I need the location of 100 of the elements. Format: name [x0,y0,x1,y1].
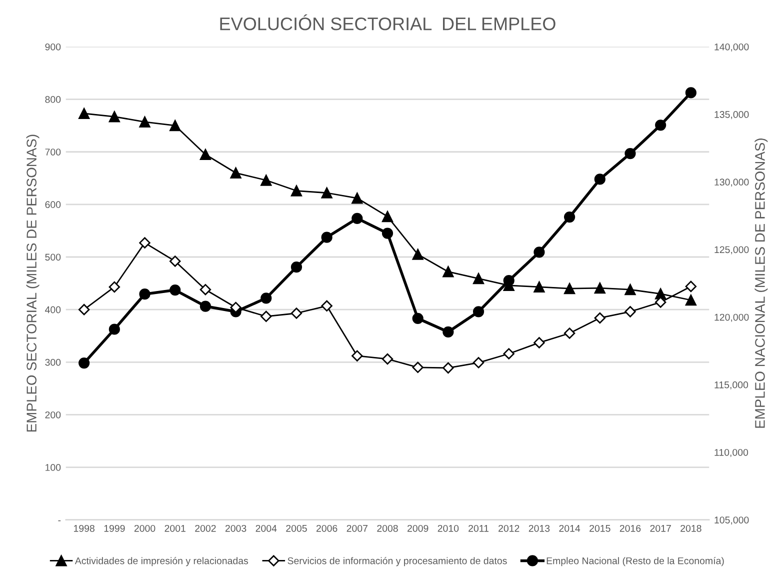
x-tick-label: 1998 [74,524,94,532]
x-tick-label: 2002 [195,524,216,532]
point [472,357,484,368]
legend-label: Servicios de información y procesamiento de datos [288,556,507,566]
point [442,362,454,374]
point [382,353,394,365]
y2-axis-title: EMPLEO NACIONAL (MILES DE PERSONAS) [754,138,768,428]
point [594,312,606,324]
x-tick-label: 1999 [104,524,125,532]
point [108,281,120,293]
point [624,284,636,296]
point [321,187,332,198]
point [534,246,545,258]
y-tick-label: - [58,520,61,522]
point [78,108,90,120]
point [564,212,576,223]
x-tick-label: 2015 [590,524,610,532]
x-tick-label: 2001 [164,524,186,532]
point [382,228,394,239]
point [624,148,636,160]
point [139,288,150,300]
x-tick-label: 2008 [377,524,398,532]
y-tick-label: 600 [45,201,61,208]
y-tick-label: 400 [45,306,61,314]
point [412,362,424,374]
point [352,212,363,224]
point [170,120,181,132]
y2-tick-label: 110,000 [714,448,748,458]
y-tick-label: 200 [45,411,61,418]
point [534,337,545,348]
point [260,174,272,186]
point [260,292,272,304]
point [200,284,212,296]
point [290,308,302,319]
point [412,312,424,324]
x-tick-label: 2018 [680,524,702,532]
point [200,300,212,312]
x-tick-label: 2005 [286,524,307,532]
x-tick-label: 2000 [134,524,156,532]
point [472,306,484,318]
x-tick-label: 2014 [559,524,580,532]
point [685,87,696,98]
point [230,167,242,178]
point [352,192,363,204]
y2-tick-label: 135,000 [714,111,749,120]
point [290,185,302,196]
x-tick-label: 2016 [620,524,641,532]
point [685,280,697,292]
point [655,120,666,131]
point [564,282,576,294]
point [290,262,302,273]
y2-tick-label: 115,000 [714,381,748,390]
legend-label: Actividades de impresión y relacionadas [74,556,248,566]
x-tick-label: 2006 [316,524,338,532]
point [503,348,514,360]
point [534,281,545,293]
point [321,300,332,312]
point [139,116,150,128]
point [594,174,606,185]
y2-tick-label: 125,000 [714,246,749,254]
point [685,294,696,306]
point [564,328,576,339]
point [78,357,90,369]
point [321,232,332,243]
y2-tick-label: 130,000 [714,178,749,187]
point [108,324,120,335]
y2-tick-label: 140,000 [714,43,749,52]
point [139,237,150,248]
point [442,326,454,338]
y-tick-label: 100 [46,464,61,471]
x-tick-label: 2004 [256,524,277,532]
y-tick-label: 900 [45,43,61,50]
point [108,111,120,122]
point [442,266,454,278]
y-tick-label: 500 [45,254,61,261]
y-tick-label: 300 [45,358,61,366]
point [200,148,212,160]
y-axis-title: EMPLEO SECTORIAL (MILES DE PERSONAS) [26,134,40,432]
x-tick-label: 2010 [438,524,459,532]
point [624,306,636,318]
x-tick-label: 2012 [498,524,520,532]
point [78,304,90,316]
chart-title: EVOLUCIÓN SECTORIAL DEL EMPLEO [220,14,556,30]
y-tick-label: 700 [45,148,61,156]
point [654,296,666,308]
x-tick-label: 2017 [650,524,671,532]
x-tick-label: 2003 [225,524,246,532]
y2-tick-label: 105,000 [714,516,749,525]
x-tick-label: 2009 [408,524,428,532]
point [170,284,181,296]
point [382,210,394,222]
point [260,310,272,322]
legend-label: Empleo Nacional (Resto de la Economía) [546,556,724,566]
x-tick-label: 2007 [346,524,368,532]
point [352,350,363,362]
point [594,282,606,294]
point [170,256,181,267]
x-tick-label: 2011 [468,524,489,532]
point [412,248,424,260]
y2-tick-label: 120,000 [714,314,749,322]
